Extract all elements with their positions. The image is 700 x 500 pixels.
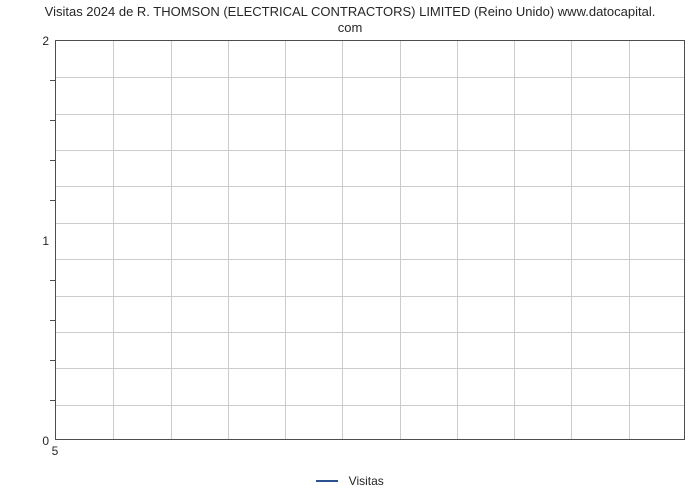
y-axis-minor-tick <box>50 160 55 161</box>
gridline-vertical <box>571 41 572 439</box>
x-axis-tick-label: 5 <box>45 444 65 458</box>
y-axis-minor-tick <box>50 320 55 321</box>
gridline-vertical <box>342 41 343 439</box>
y-axis-minor-tick <box>50 120 55 121</box>
y-axis-tick-label: 1 <box>19 234 49 248</box>
gridline-vertical <box>113 41 114 439</box>
gridline-vertical <box>457 41 458 439</box>
y-axis-tick-label: 2 <box>19 34 49 48</box>
gridline-horizontal <box>56 223 684 224</box>
gridline-vertical <box>171 41 172 439</box>
gridline-horizontal <box>56 368 684 369</box>
y-axis-minor-tick <box>50 200 55 201</box>
gridline-horizontal <box>56 114 684 115</box>
gridline-horizontal <box>56 77 684 78</box>
chart-title-line1: Visitas 2024 de R. THOMSON (ELECTRICAL C… <box>0 4 700 19</box>
gridline-vertical <box>514 41 515 439</box>
plot-area <box>55 40 685 440</box>
y-axis-minor-tick <box>50 360 55 361</box>
gridline-horizontal <box>56 405 684 406</box>
legend-series-label: Visitas <box>349 474 384 488</box>
legend: Visitas <box>0 472 700 490</box>
gridline-horizontal <box>56 296 684 297</box>
y-axis-minor-tick <box>50 280 55 281</box>
gridline-horizontal <box>56 332 684 333</box>
chart-title-line2: com <box>0 20 700 35</box>
y-axis-minor-tick <box>50 80 55 81</box>
gridline-vertical <box>400 41 401 439</box>
gridline-vertical <box>228 41 229 439</box>
gridline-horizontal <box>56 186 684 187</box>
legend-series-line <box>316 480 338 482</box>
gridline-vertical <box>629 41 630 439</box>
gridline-horizontal <box>56 150 684 151</box>
gridline-vertical <box>285 41 286 439</box>
y-axis-minor-tick <box>50 400 55 401</box>
gridline-horizontal <box>56 259 684 260</box>
